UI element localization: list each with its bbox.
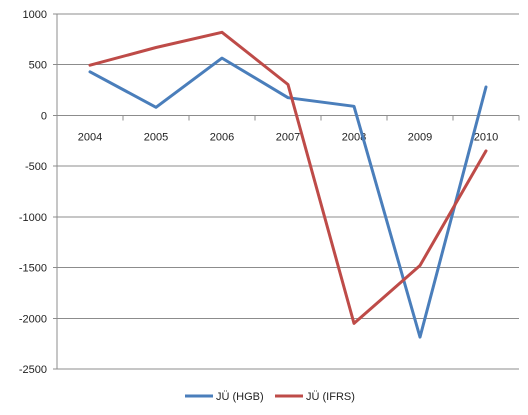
x-tick-label: 2008: [342, 131, 366, 143]
y-tick-label: 0: [41, 110, 47, 122]
series-line-ifrs: [88, 30, 488, 325]
x-tick-label: 2010: [474, 131, 498, 143]
y-tick-label: 1000: [23, 9, 47, 21]
series-line-hgb: [88, 56, 488, 339]
x-tick-label: 2006: [210, 131, 234, 143]
y-tick-label: -500: [25, 161, 47, 173]
y-tick-label: -2000: [19, 313, 47, 325]
y-tick-label: 500: [29, 60, 47, 72]
x-tick-label: 2007: [276, 131, 300, 143]
y-tick-label: -2500: [19, 364, 47, 376]
series-lines: [88, 30, 488, 339]
y-tick-labels: 1000 500 0 -500 -1000 -1500 -2000 -2500: [19, 9, 47, 376]
x-tick-labels: 2004 2005 2006 2007 2008 2009 2010: [78, 131, 498, 143]
y-tick-label: -1000: [19, 212, 47, 224]
legend: JÜ (HGB) JÜ (IFRS): [185, 391, 355, 403]
legend-label: JÜ (IFRS): [306, 391, 355, 403]
y-tick-label: -1500: [19, 263, 47, 275]
gridlines: [57, 13, 519, 370]
x-tick-label: 2009: [408, 131, 432, 143]
legend-label: JÜ (HGB): [216, 391, 264, 403]
x-tick-label: 2004: [78, 131, 102, 143]
axes: [53, 13, 520, 370]
x-tick-label: 2005: [144, 131, 168, 143]
